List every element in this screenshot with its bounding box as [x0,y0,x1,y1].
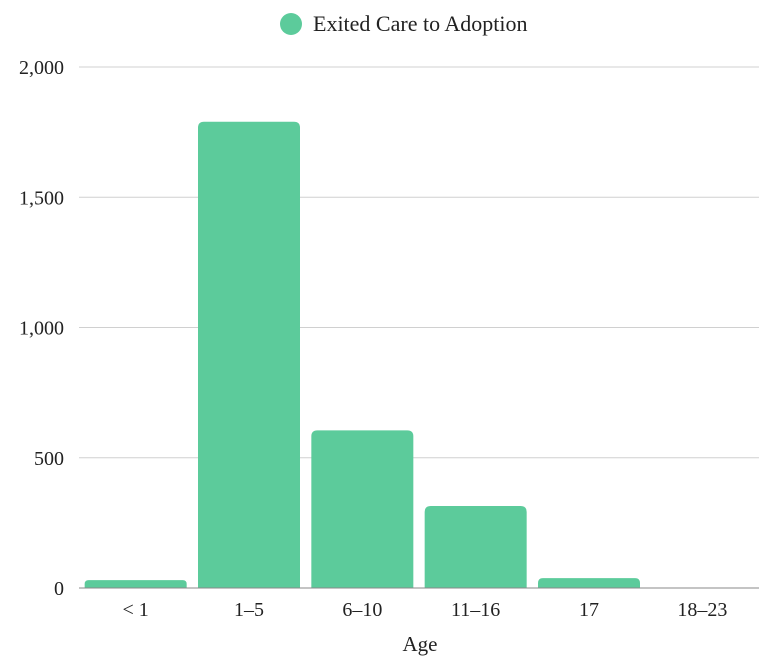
x-axis-title: Age [403,632,438,656]
y-tick-label: 1,000 [19,318,64,340]
x-tick-label: 11–16 [451,599,500,621]
legend-swatch [280,13,302,35]
bar-0 [84,580,187,588]
bar-4 [538,578,640,588]
x-tick-label: < 1 [123,599,149,621]
y-axis-tick-labels: 0 500 1,000 1,500 2,000 [19,57,64,600]
bar-3 [424,505,527,588]
y-tick-label: 1,500 [19,187,64,209]
x-tick-label: 18–23 [677,599,727,621]
bar-1 [198,121,300,588]
x-axis-tick-labels: < 1 1–5 6–10 11–16 17 18–23 [123,599,728,621]
legend: Exited Care to Adoption [280,11,527,36]
gridlines [79,66,759,459]
x-tick-label: 17 [579,599,599,621]
x-tick-label: 6–10 [342,599,382,621]
y-tick-label: 0 [54,578,64,600]
bars [84,121,640,588]
x-tick-label: 1–5 [234,599,264,621]
y-tick-label: 2,000 [19,57,64,79]
y-tick-label: 500 [34,448,64,470]
bar-2 [311,430,414,588]
legend-label: Exited Care to Adoption [313,11,527,36]
